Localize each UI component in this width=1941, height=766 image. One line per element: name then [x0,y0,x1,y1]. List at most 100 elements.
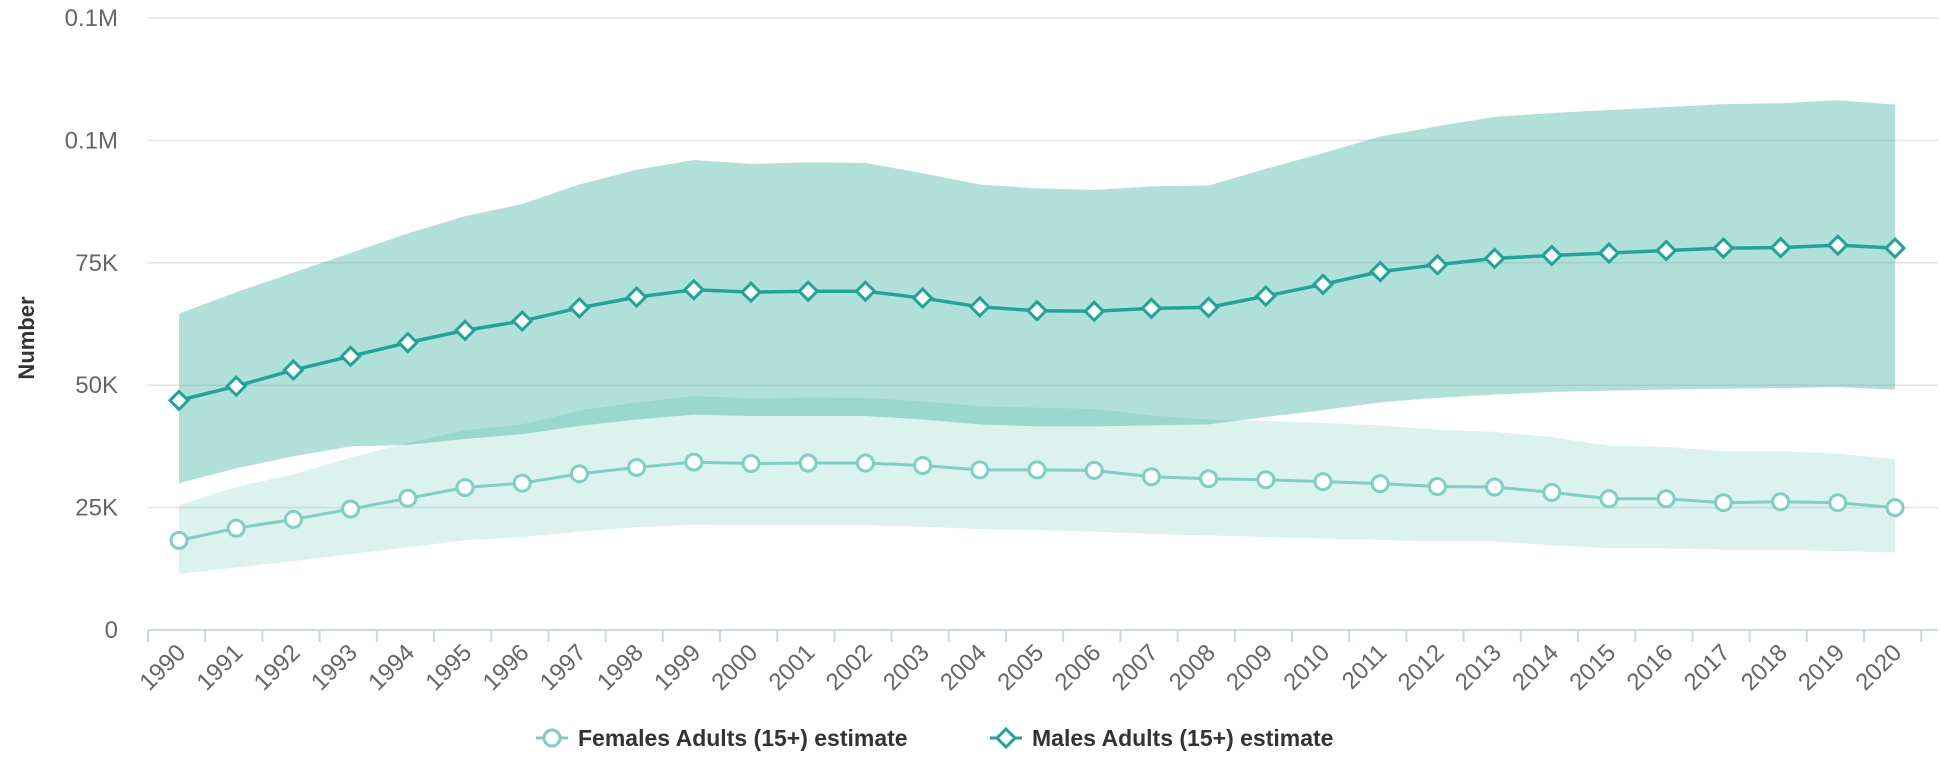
x-tick-label: 2012 [1393,639,1450,696]
males-data-point[interactable] [167,389,191,412]
females-data-point[interactable] [1370,474,1390,494]
males-data-point[interactable] [911,286,934,310]
x-axis-ticks: 1990 1991 1992 1993 1994 1995 1996 1997 1998 1999… [134,639,1907,696]
legend-item-females[interactable]: Females Adults (15+) estimate [536,725,908,751]
y-tick-label: 0 [105,617,118,644]
males-data-point[interactable] [1597,241,1621,265]
males-data-point[interactable] [511,309,534,333]
legend-item-males[interactable]: Males Adults (15+) estimate [990,725,1333,751]
females-data-point[interactable] [1542,482,1562,502]
females-data-point[interactable] [798,453,818,473]
x-tick-label: 2010 [1278,639,1335,696]
x-tick-label: 1992 [249,639,306,696]
x-tick-label: 2001 [764,639,821,696]
males-data-point[interactable] [1712,236,1735,260]
females-data-point[interactable] [970,460,990,480]
x-tick-label: 2000 [706,639,763,696]
y-tick-label: 0.1M [65,127,118,154]
males-data-point[interactable] [625,285,648,309]
females-data-point[interactable] [1885,498,1905,518]
females-data-point[interactable] [913,455,933,475]
males-data-point[interactable] [339,345,362,368]
females-data-point[interactable] [1427,477,1447,497]
x-tick-label: 2009 [1221,639,1278,696]
males-data-point[interactable] [739,281,763,304]
x-tick-label: 2004 [935,639,992,696]
males-data-point[interactable] [854,280,877,303]
females-data-point[interactable] [512,473,532,493]
x-tick-label: 1990 [134,639,191,696]
males-data-point[interactable] [1254,284,1277,308]
females-data-point[interactable] [283,509,303,529]
females-data-point[interactable] [1027,460,1047,480]
females-data-point[interactable] [1771,492,1791,512]
males-data-point[interactable] [1025,299,1049,322]
males-data-point[interactable] [225,375,248,398]
legend-diamond-marker [994,726,1018,750]
females-data-point[interactable] [1141,467,1161,487]
x-tick-label: 2011 [1337,639,1393,695]
x-tick-label: 1996 [478,639,535,696]
x-tick-label: 2007 [1107,639,1164,696]
x-tick-label: 2008 [1164,639,1221,696]
females-data-point[interactable] [569,464,589,484]
legend-label: Females Adults (15+) estimate [578,725,908,751]
females-data-point[interactable] [1199,469,1219,489]
males-data-point[interactable] [1197,296,1220,319]
y-axis-ticks: 0 25K 50K 75K 0.1M 0.1M [65,5,118,644]
males-data-point[interactable] [797,280,820,303]
females-data-point[interactable] [684,452,704,472]
males-data-point[interactable] [1483,247,1506,270]
males-data-point[interactable] [1769,236,1792,259]
males-data-point[interactable] [453,319,477,342]
legend-circle-marker [542,728,562,748]
x-tick-label: 1999 [649,639,706,696]
females-data-point[interactable] [398,488,418,508]
males-data-point[interactable] [568,296,591,319]
x-tick-label: 2019 [1793,639,1850,696]
x-tick-label: 1991 [192,639,249,696]
females-data-point[interactable] [455,478,475,498]
y-tick-label: 50K [75,372,118,399]
x-tick-label: 2020 [1850,639,1907,696]
females-data-point[interactable] [1656,489,1676,509]
males-data-point[interactable] [1083,300,1106,323]
males-data-point[interactable] [1826,234,1849,257]
males-data-point[interactable] [1426,253,1449,276]
females-data-point[interactable] [341,499,361,519]
females-data-point[interactable] [855,453,875,473]
x-tick-label: 1995 [420,639,477,696]
females-data-point[interactable] [169,530,189,550]
y-tick-label: 25K [75,495,118,522]
x-tick-label: 2006 [1050,639,1107,696]
females-data-point[interactable] [1828,493,1848,513]
males-data-point[interactable] [1655,239,1678,262]
females-data-point[interactable] [627,457,647,477]
females-data-point[interactable] [741,454,761,474]
females-data-point[interactable] [1713,493,1733,513]
males-data-point[interactable] [682,278,705,301]
females-data-point[interactable] [1084,460,1104,480]
males-data-point[interactable] [396,331,419,354]
males-data-point[interactable] [282,358,305,382]
males-data-point[interactable] [968,295,991,318]
x-tick-label: 2017 [1679,639,1736,696]
males-data-point[interactable] [1140,297,1163,320]
x-tick-label: 2005 [992,639,1049,696]
females-data-point[interactable] [1599,489,1619,509]
females-data-point[interactable] [1485,477,1505,497]
males-data-point[interactable] [1883,236,1907,260]
x-tick-label: 2003 [878,639,935,696]
males-data-point[interactable] [1311,273,1335,296]
females-data-point[interactable] [1256,470,1276,490]
males-data-point[interactable] [1540,244,1563,267]
x-tick-label: 1997 [535,639,592,696]
females-data-point[interactable] [1313,472,1333,492]
y-axis-title: Number [14,296,39,380]
females-data-point[interactable] [226,518,246,538]
males-data-point[interactable] [1369,260,1392,283]
x-tick-label: 2016 [1622,639,1679,696]
legend: Females Adults (15+) estimate Males Adult… [536,725,1333,751]
